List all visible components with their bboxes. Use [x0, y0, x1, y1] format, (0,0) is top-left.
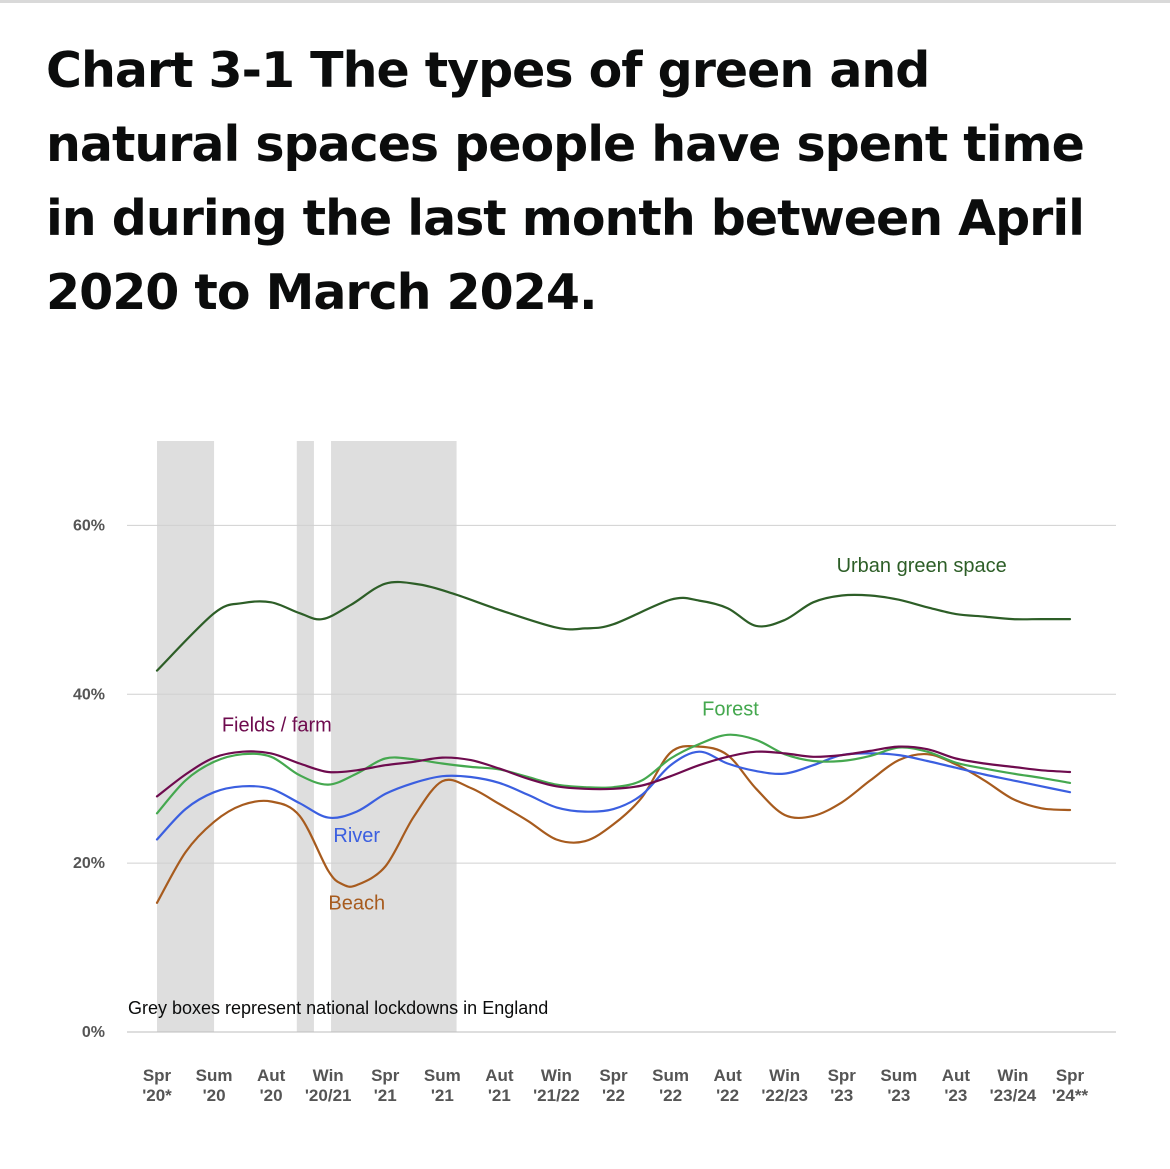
series-label-forest: Forest — [702, 698, 759, 720]
x-tick-label: Aut '20 — [257, 1066, 286, 1105]
x-tick-label: Aut '22 — [713, 1066, 742, 1105]
x-tick-label: Aut '23 — [942, 1066, 971, 1105]
y-tick-label: 0% — [82, 1024, 105, 1041]
x-tick-label: Spr '23 — [828, 1066, 857, 1105]
x-tick-label: Sum '23 — [880, 1066, 917, 1105]
x-tick-label: Win '22/23 — [761, 1066, 808, 1105]
x-tick-label: Spr '22 — [599, 1066, 628, 1105]
lockdown-note: Grey boxes represent national lockdowns … — [128, 998, 548, 1018]
y-tick-label: 60% — [73, 517, 105, 534]
y-tick-label: 20% — [73, 855, 105, 872]
x-tick-label: Win '23/24 — [990, 1066, 1037, 1105]
x-tick-label: Sum '20 — [196, 1066, 233, 1105]
x-tick-label: Sum '22 — [652, 1066, 689, 1105]
series-line-forest — [155, 733, 1072, 815]
x-tick-label: Win '21/22 — [533, 1066, 580, 1105]
chart-title: Chart 3-1 The types of green and natural… — [46, 42, 1085, 321]
lockdown-box-1 — [157, 441, 215, 1032]
series-line-fields-farm — [155, 745, 1072, 798]
x-tick-label: Spr '21 — [371, 1066, 400, 1105]
series-line-river — [155, 750, 1072, 841]
top-divider — [0, 0, 1170, 3]
series-label-river: River — [333, 825, 380, 847]
x-tick-label: Spr '24** — [1052, 1066, 1089, 1105]
lockdown-box-2 — [296, 441, 314, 1032]
series-line-urban-green-space — [155, 580, 1072, 672]
series-line-beach — [155, 744, 1072, 904]
x-tick-label: Aut '21 — [485, 1066, 514, 1105]
series-label-urban-green-space: Urban green space — [837, 555, 1007, 577]
lockdown-box-3 — [331, 441, 457, 1032]
series-label-fields-farm: Fields / farm — [222, 714, 332, 736]
x-tick-label: Spr '20* — [142, 1066, 172, 1105]
x-tick-label: Win '20/21 — [305, 1066, 352, 1105]
x-tick-label: Sum '21 — [424, 1066, 461, 1105]
series-label-beach: Beach — [328, 893, 385, 915]
y-tick-label: 40% — [73, 686, 105, 703]
